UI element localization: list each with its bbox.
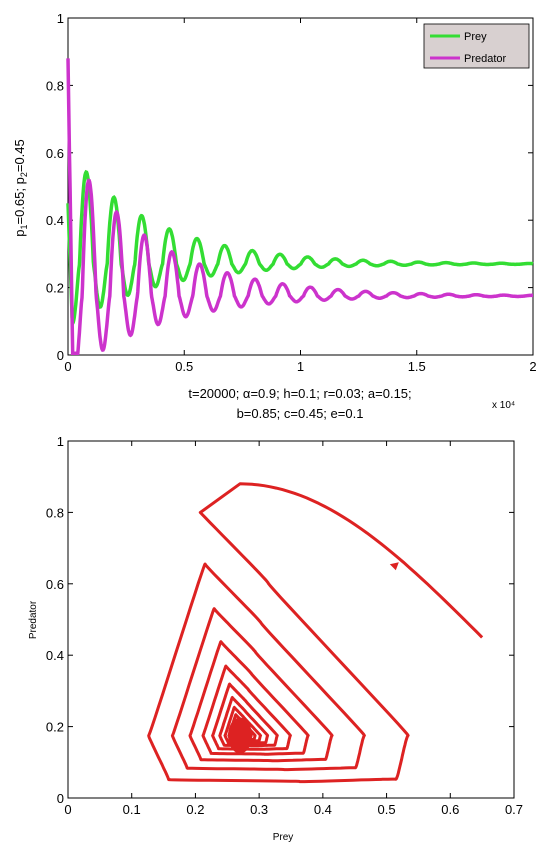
- x-axis-label-top-line1: t=20000; α=0.9; h=0.1; r=0.03; a=0.15;: [188, 386, 411, 401]
- x-tick-label-top: 1.5: [408, 359, 426, 374]
- x-tick-label-bottom: 0.4: [314, 802, 332, 817]
- equilibrium-point: [228, 717, 253, 754]
- x-tick-label-bottom: 0.1: [123, 802, 141, 817]
- x-tick-label-top: 1: [297, 359, 304, 374]
- x-tick-label-bottom: 0.7: [505, 802, 523, 817]
- y-tick-label-bottom: 0.8: [46, 505, 64, 520]
- x-tick-label-bottom: 0.5: [378, 802, 396, 817]
- phase-portrait-chart: 0 0.1 0.2 0.3 0.4 0.5 0.6 0.7 0 0.2 0.4 0.6 0.8 1 Pre…: [28, 434, 523, 843]
- x-axis-label-bottom: Prey: [273, 832, 294, 843]
- y-tick-label-bottom: 0.2: [46, 720, 64, 735]
- y-tick-label-top: 0.2: [46, 281, 64, 296]
- y-tick-label-bottom: 0.4: [46, 648, 64, 663]
- legend-label-predator: Predator: [464, 53, 507, 65]
- y-tick-label-top: 1: [57, 11, 64, 26]
- y-tick-label-top: 0: [57, 348, 64, 363]
- direction-arrow: [389, 562, 399, 571]
- plot-area-bottom: [67, 440, 515, 799]
- x-tick-label-bottom: 0.3: [250, 802, 268, 817]
- series-line-predator: [66, 58, 533, 356]
- y-axis-label-bottom: Predator: [28, 600, 39, 639]
- time-series-chart: 0 0.5 1 1.5 2 0 0.2 0.4 0.6 0.8 1 Prey Predator p1…: [12, 11, 537, 421]
- legend-box: [423, 23, 530, 69]
- y-tick-label-bottom: 0: [57, 791, 64, 806]
- y-tick-label-top: 0.6: [46, 146, 64, 161]
- y-tick-label-bottom: 1: [57, 434, 64, 449]
- x-tick-label-bottom: 0.2: [186, 802, 204, 817]
- x-axis-exponent: x 10⁴: [492, 400, 515, 411]
- x-tick-label-bottom: 0.6: [441, 802, 459, 817]
- y-tick-label-top: 0.8: [46, 78, 64, 93]
- x-tick-label-top: 2: [529, 359, 536, 374]
- y-axis-label-top: p1=0.65; p2=0.45: [12, 139, 29, 237]
- x-tick-label-top: 0: [64, 359, 71, 374]
- y-tick-label-top: 0.4: [46, 213, 64, 228]
- legend: Prey Predator: [423, 23, 530, 69]
- x-tick-label-top: 0.5: [175, 359, 193, 374]
- y-tick-label-bottom: 0.6: [46, 577, 64, 592]
- series-line-prey: [66, 169, 534, 330]
- x-tick-label-bottom: 0: [64, 802, 71, 817]
- x-axis-label-top-line2: b=0.85; c=0.45; e=0.1: [237, 406, 364, 421]
- legend-label-prey: Prey: [464, 31, 487, 43]
